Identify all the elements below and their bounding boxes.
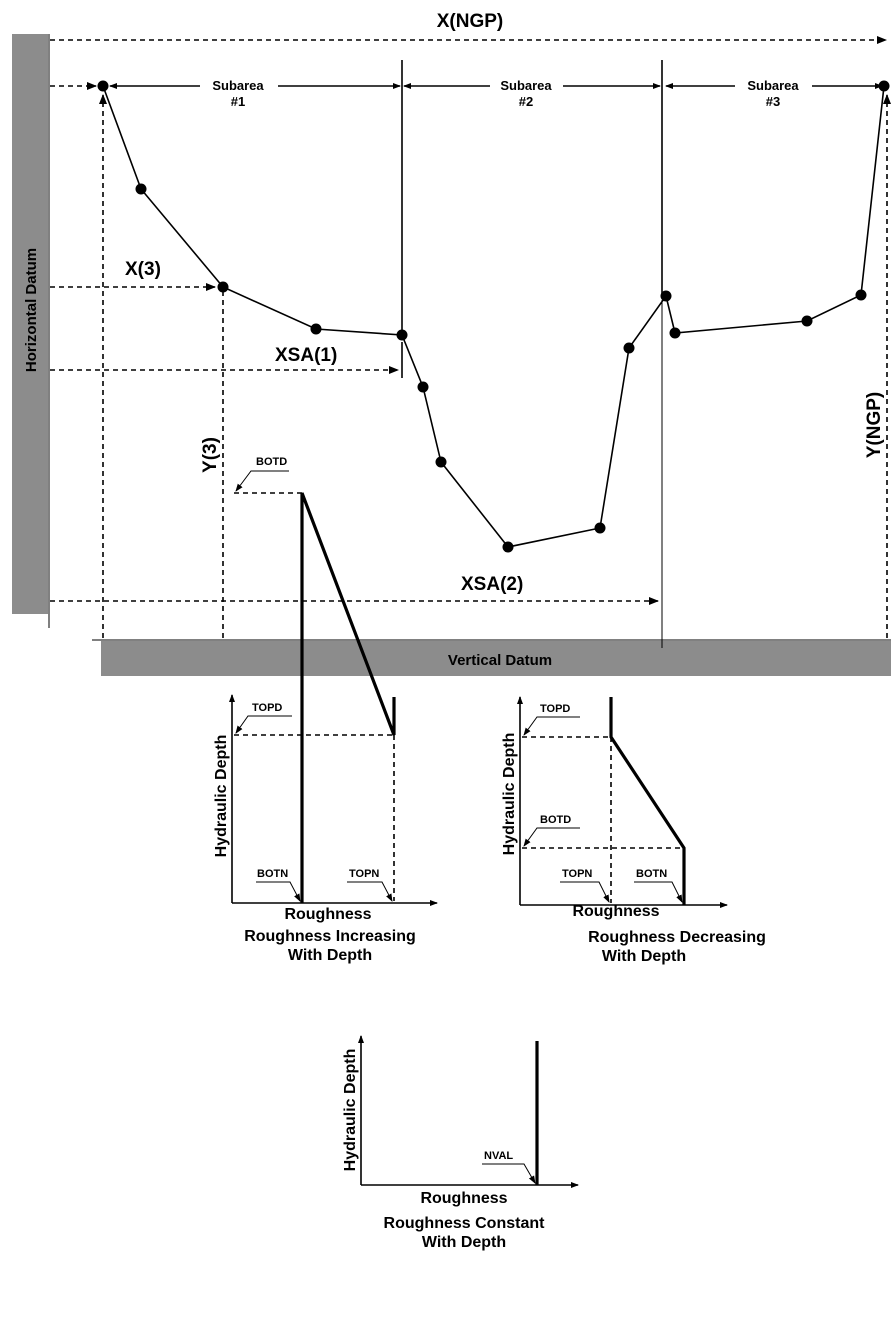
roughness-increasing-chart: Hydraulic Depth Roughness TOPD BOTD BOTN… [213,456,438,964]
increasing-topd-callout: TOPD [235,702,292,734]
decreasing-xlabel: Roughness [572,903,659,920]
subarea-1-number: #1 [231,94,245,109]
ground-point-3 [217,281,229,293]
decreasing-caption-line2: With Depth [602,948,686,965]
increasing-caption-line2: With Depth [288,947,372,964]
subarea-3: Subarea #3 [665,78,883,109]
decreasing-topd-callout: TOPD [523,703,580,736]
decreasing-topd-label: TOPD [540,703,570,715]
decreasing-topn-callout: TOPN [560,868,610,903]
y3-label: Y(3) [200,437,221,473]
subarea-2: Subarea #2 [403,78,661,109]
decreasing-botn-callout: BOTN [634,868,683,903]
constant-nval-label: NVAL [484,1150,513,1162]
yngp-label: Y(NGP) [864,392,885,459]
decreasing-botd-label: BOTD [540,814,571,826]
decreasing-botn-label: BOTN [636,868,667,880]
subarea-2-number: #2 [519,94,533,109]
increasing-botd-callout: BOTD [235,456,289,492]
increasing-topn-callout: TOPN [347,868,393,902]
subarea-3-label: Subarea [747,78,799,93]
ground-point-14 [855,289,867,301]
ground-point-6 [417,381,429,393]
increasing-botn-label: BOTN [257,868,288,880]
ground-point-1 [97,80,109,92]
increasing-topn-label: TOPN [349,868,379,880]
ground-point-2 [135,183,147,195]
subarea-1: Subarea #1 [109,78,401,109]
increasing-botn-callout: BOTN [256,868,301,902]
vertical-datum-bar [101,641,891,676]
vertical-datum-label: Vertical Datum [448,652,552,669]
ground-point-12 [669,327,681,339]
x3-label: X(3) [125,259,161,280]
ground-point-10 [623,342,635,354]
ground-point-9 [594,522,606,534]
constant-nval-callout: NVAL [482,1150,536,1184]
roughness-decreasing-chart: Hydraulic Depth Roughness TOPD BOTD TOPN… [501,696,766,965]
subarea-1-label: Subarea [212,78,264,93]
roughness-constant-chart: Hydraulic Depth Roughness NVAL Roughness… [342,1035,579,1251]
increasing-ylabel: Hydraulic Depth [213,735,230,858]
ground-point-4 [310,323,322,335]
ground-point-13 [801,315,813,327]
constant-caption-line1: Roughness Constant [384,1215,546,1232]
ground-point-15 [878,80,890,92]
ground-point-7 [435,456,447,468]
xsa1-label: XSA(1) [275,345,337,366]
constant-xlabel: Roughness [420,1190,507,1207]
constant-ylabel: Hydraulic Depth [342,1049,359,1172]
ground-profile-line [102,85,885,548]
decreasing-topn-label: TOPN [562,868,592,880]
decreasing-caption-line1: Roughness Decreasing [588,929,766,946]
subarea-2-label: Subarea [500,78,552,93]
ground-point-11 [660,290,672,302]
cross-section-panel: Horizontal Datum Vertical Datum X(NGP) S… [12,11,891,676]
increasing-roughness-curve [300,492,396,903]
xsa2-label: XSA(2) [461,574,523,595]
increasing-xlabel: Roughness [284,906,371,923]
increasing-topd-label: TOPD [252,702,282,714]
horizontal-datum-label: Horizontal Datum [23,248,40,372]
horizontal-datum-bar [12,34,48,614]
increasing-botd-label: BOTD [256,456,287,468]
constant-caption-line2: With Depth [422,1234,506,1251]
ground-point-5 [396,329,408,341]
increasing-caption-line1: Roughness Increasing [244,928,416,945]
subarea-3-number: #3 [766,94,780,109]
ground-point-8 [502,541,514,553]
decreasing-ylabel: Hydraulic Depth [501,733,518,856]
decreasing-roughness-curve [609,697,686,905]
ground-profile-points [97,80,890,553]
xngp-label: X(NGP) [437,11,504,32]
decreasing-botd-callout: BOTD [523,814,580,847]
